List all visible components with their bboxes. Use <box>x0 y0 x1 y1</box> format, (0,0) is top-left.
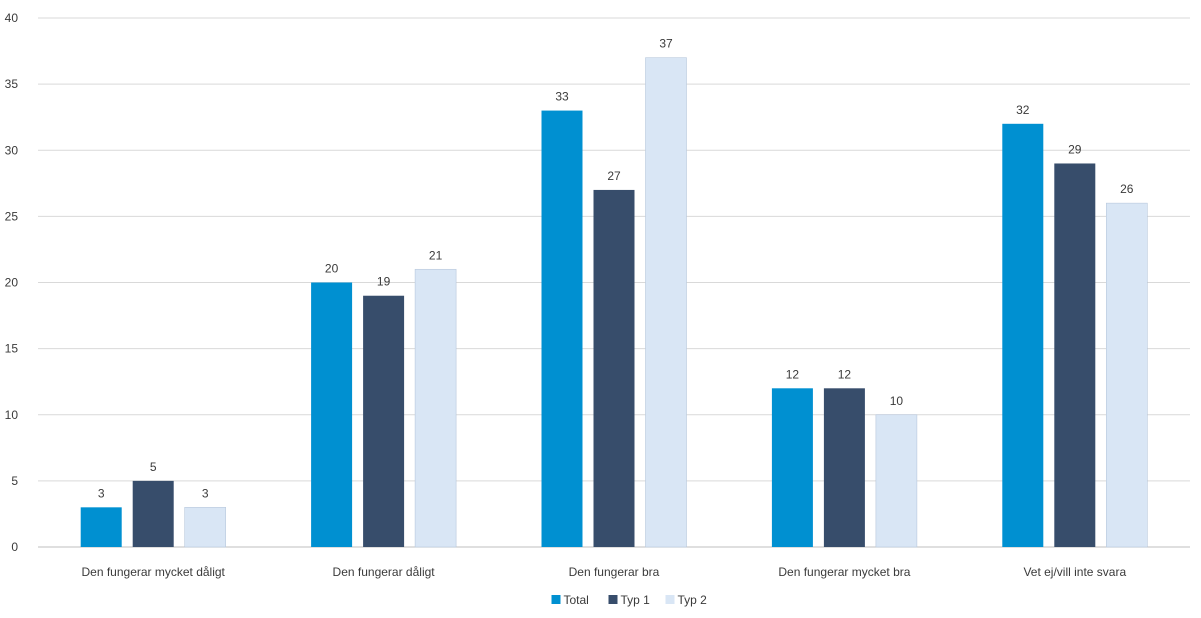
data-label: 3 <box>98 486 105 500</box>
y-tick-label: 25 <box>5 209 19 223</box>
data-label: 5 <box>150 460 157 474</box>
y-tick-label: 35 <box>5 77 19 91</box>
category-label: Den fungerar dåligt <box>333 565 436 579</box>
bar <box>593 189 635 548</box>
data-label: 20 <box>325 262 339 276</box>
data-label: 33 <box>555 90 569 104</box>
data-label: 12 <box>838 367 852 381</box>
y-tick-label: 5 <box>11 474 18 488</box>
data-label: 19 <box>377 275 391 289</box>
y-tick-label: 10 <box>5 408 19 422</box>
bar <box>132 480 174 547</box>
bar <box>875 414 918 548</box>
data-label: 37 <box>659 37 673 51</box>
bar <box>1106 202 1148 548</box>
category-label: Den fungerar bra <box>569 565 660 579</box>
bar <box>414 268 457 548</box>
legend-label: Typ 2 <box>678 593 708 607</box>
data-label: 12 <box>786 367 800 381</box>
bar <box>1054 163 1096 547</box>
y-tick-label: 0 <box>11 540 18 554</box>
y-tick-label: 40 <box>5 11 19 25</box>
legend-label: Total <box>564 593 589 607</box>
data-label: 26 <box>1120 182 1134 196</box>
bar <box>771 388 813 547</box>
y-tick-label: 30 <box>5 143 19 157</box>
bar <box>363 295 405 547</box>
legend-label: Typ 1 <box>621 593 651 607</box>
bar <box>1002 123 1044 548</box>
data-label: 29 <box>1068 142 1082 156</box>
y-tick-label: 20 <box>5 276 19 290</box>
data-label: 21 <box>429 248 443 262</box>
bar <box>823 388 865 547</box>
bar <box>541 110 583 547</box>
category-label: Vet ej/vill inte svara <box>1023 565 1126 579</box>
legend-swatch <box>665 595 675 604</box>
bar <box>184 507 226 548</box>
data-label: 10 <box>890 394 904 408</box>
bar <box>311 282 353 547</box>
data-label: 27 <box>607 169 621 183</box>
category-label: Den fungerar mycket bra <box>778 565 910 579</box>
y-tick-label: 15 <box>5 342 19 356</box>
data-label: 32 <box>1016 103 1030 117</box>
data-label: 3 <box>202 486 209 500</box>
category-label: Den fungerar mycket dåligt <box>81 565 225 579</box>
legend-swatch <box>551 595 561 604</box>
bar <box>80 507 122 547</box>
bar <box>645 57 687 548</box>
legend-swatch <box>608 595 618 604</box>
